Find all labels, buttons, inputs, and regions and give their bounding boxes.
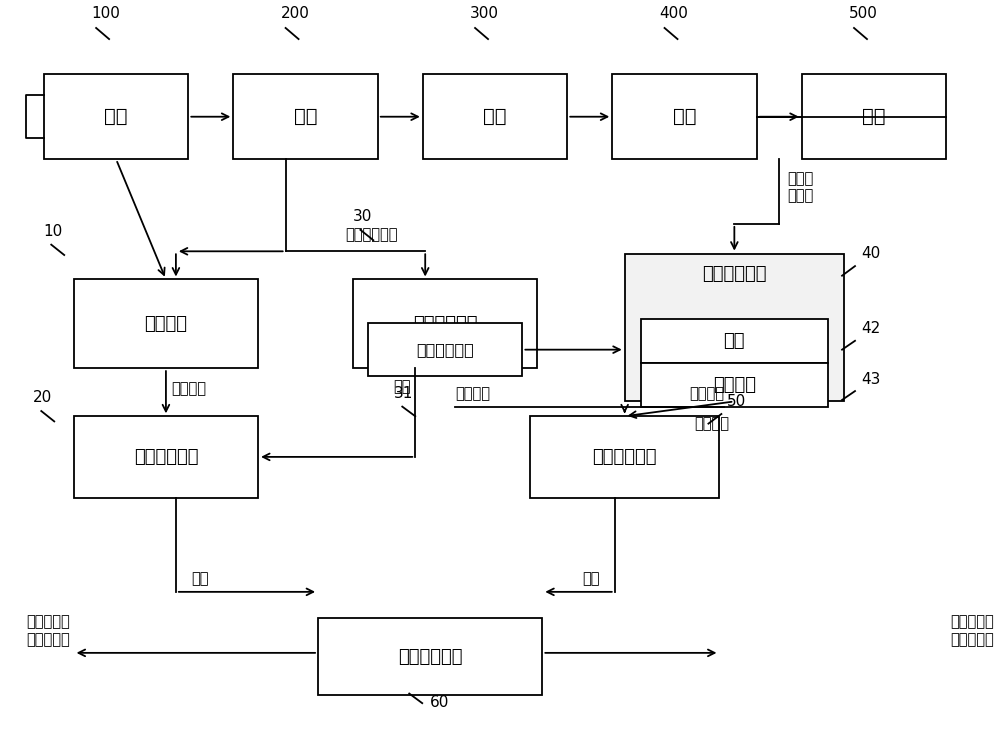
Text: 预测结果: 预测结果	[689, 386, 724, 401]
Text: 30: 30	[352, 209, 372, 224]
Text: 31: 31	[394, 386, 414, 401]
Bar	[368, 323, 522, 376]
Bar	[318, 617, 542, 695]
Text: 分支预测: 分支预测	[144, 315, 187, 333]
Text: 一级指令缓
存替换请求: 一级指令缓 存替换请求	[26, 614, 70, 647]
Bar	[423, 74, 567, 159]
Bar	[612, 74, 757, 159]
Bar	[233, 74, 378, 159]
Text: 43: 43	[861, 372, 880, 386]
Text: 预测结果: 预测结果	[171, 381, 206, 397]
Text: 42: 42	[861, 322, 880, 337]
Text: 查询: 查询	[582, 571, 600, 586]
Text: 100: 100	[91, 6, 120, 21]
Bar	[353, 279, 537, 368]
Text: 取指: 取指	[104, 107, 128, 126]
Text: 取指地址队列: 取指地址队列	[134, 448, 198, 466]
Bar	[44, 74, 188, 159]
Text: 400: 400	[660, 6, 688, 21]
Text: 时间关联: 时间关联	[713, 376, 756, 394]
Text: 访存指令记录: 访存指令记录	[413, 315, 477, 333]
Text: 预测结果: 预测结果	[455, 386, 490, 401]
Text: 查询: 查询	[191, 571, 208, 586]
Bar	[530, 416, 719, 498]
Text: 预测结果: 预测结果	[694, 416, 729, 431]
Text: 缓存替换决策: 缓存替换决策	[398, 648, 462, 666]
Text: 查询: 查询	[393, 379, 410, 395]
Text: 步长: 步长	[724, 332, 745, 350]
Text: 写回: 写回	[862, 107, 886, 126]
Bar	[74, 416, 258, 498]
Text: 200: 200	[281, 6, 309, 21]
Text: 分支指令信息: 分支指令信息	[345, 227, 398, 242]
Text: 500: 500	[849, 6, 878, 21]
Text: 访存指令缓冲: 访存指令缓冲	[416, 343, 474, 357]
Text: 访存地址队列: 访存地址队列	[592, 448, 657, 466]
Bar	[641, 363, 828, 407]
Text: 译码: 译码	[294, 107, 317, 126]
Text: 300: 300	[470, 6, 499, 21]
Text: 一级数据缓
存替换请求: 一级数据缓 存替换请求	[950, 614, 994, 647]
Bar	[641, 319, 828, 363]
Bar	[625, 253, 844, 401]
Text: 10: 10	[43, 224, 63, 239]
Text: 40: 40	[861, 246, 880, 261]
Bar	[74, 279, 258, 368]
Bar	[802, 74, 946, 159]
Text: 访存: 访存	[673, 107, 696, 126]
Text: 访存模式学习: 访存模式学习	[702, 265, 767, 283]
Text: 60: 60	[430, 695, 450, 710]
Text: 20: 20	[33, 390, 53, 405]
Text: 访存指
令信息: 访存指 令信息	[787, 171, 813, 203]
Text: 执行: 执行	[483, 107, 507, 126]
Text: 50: 50	[727, 394, 747, 409]
